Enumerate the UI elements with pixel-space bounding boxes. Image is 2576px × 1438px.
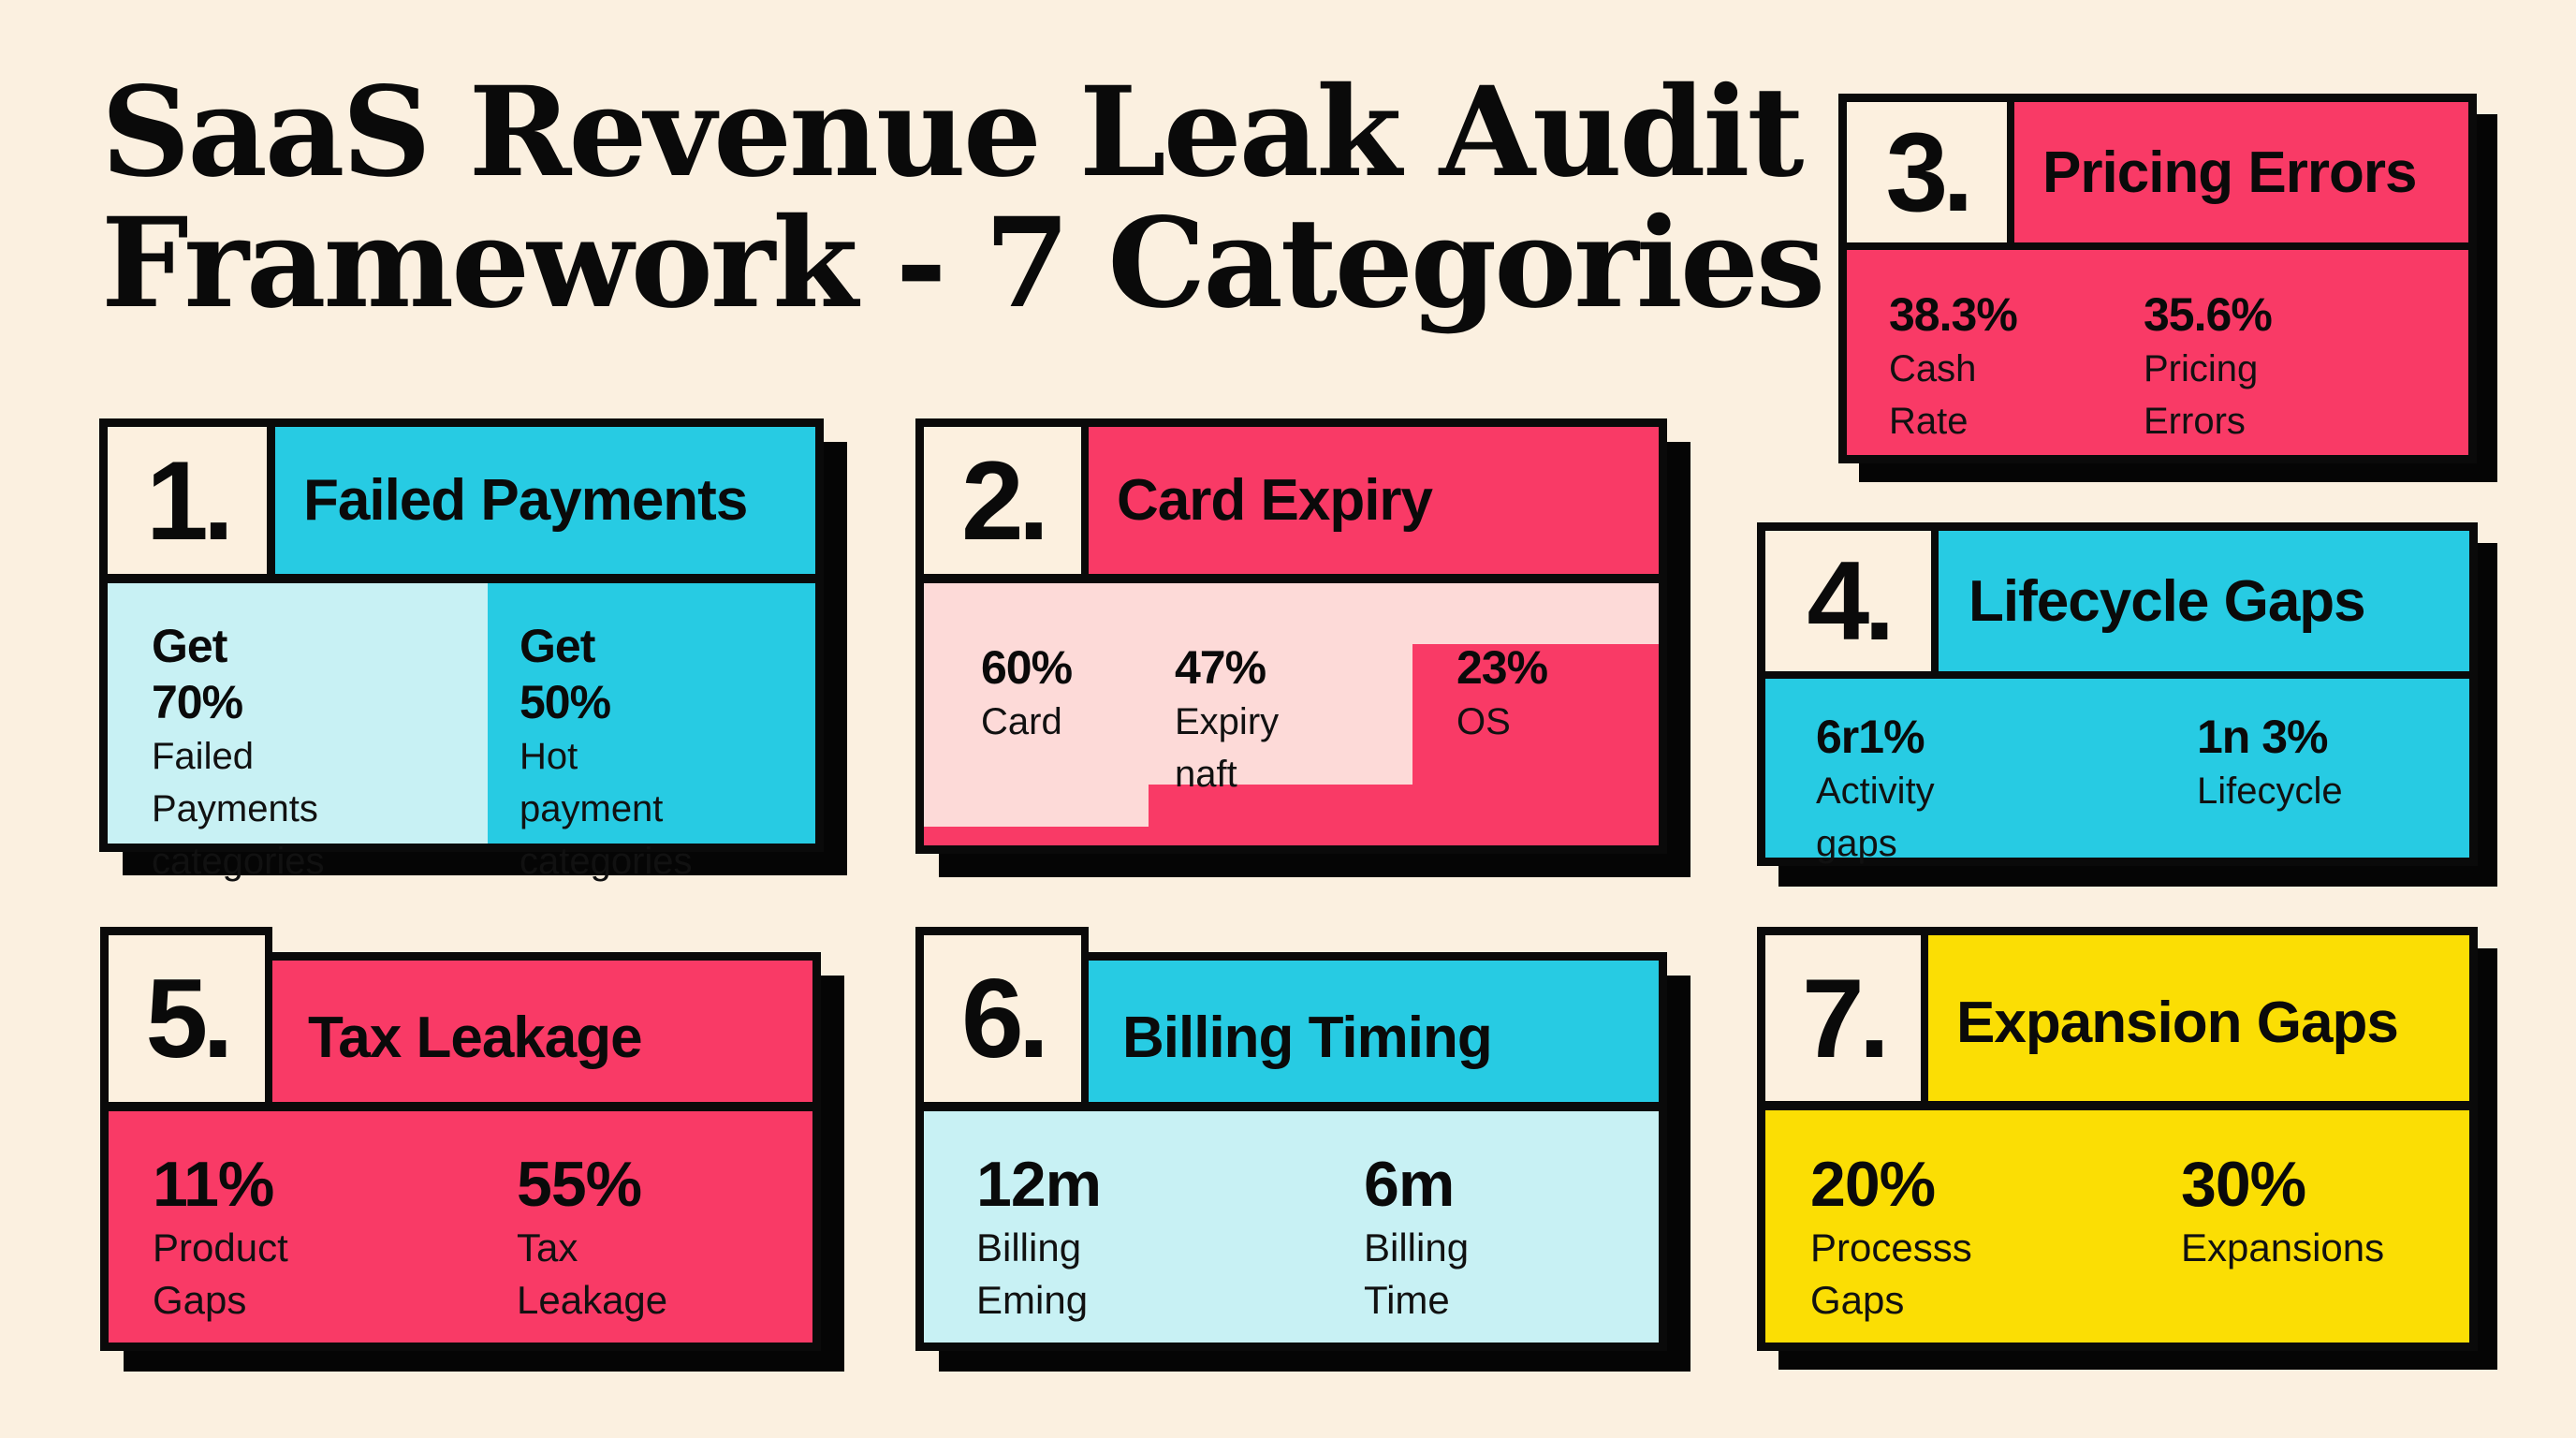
card-number: 3. [1847, 102, 2007, 242]
stat-item: 23% OS [1456, 639, 1548, 748]
stat-item: Get 70% Failed Payments categories [152, 618, 325, 888]
stat-value: 38.3% [1889, 288, 2018, 341]
stat-label: Activity gaps [1816, 770, 1935, 864]
card-body-left [108, 583, 488, 844]
card-title: Card Expiry [1089, 427, 1659, 574]
stat-label: Product Gaps [153, 1225, 288, 1322]
stat-item: 12m Billing Eming [976, 1147, 1102, 1327]
stat-value: Get 70% [152, 620, 243, 728]
card-body [1847, 250, 2468, 455]
stat-label: Expansions [2181, 1225, 2385, 1269]
stat-value: 55% [517, 1149, 642, 1220]
title-line-1: SaaS Revenue Leak Audit [101, 60, 1804, 205]
stat-item: 6r1% Activity gaps [1816, 709, 1935, 870]
stat-label: Lifecycle [2197, 770, 2343, 812]
card-number: 5. [109, 935, 265, 1102]
stat-value: 6r1% [1816, 711, 1925, 763]
stat-value: 60% [981, 641, 1073, 694]
card-number: 2. [924, 427, 1081, 574]
stat-value: 11% [153, 1149, 274, 1220]
stat-label: Failed Payments [152, 736, 318, 829]
stat-value: Get 50% [520, 620, 611, 728]
card-title: Tax Leakage [272, 961, 812, 1102]
stat-item: 60% Card [981, 639, 1073, 748]
stat-item: 38.3% Cash Rate [1889, 286, 2018, 448]
stat-item: 35.6% Pricing Errors [2144, 286, 2273, 448]
stat-item: 11% Product Gaps [153, 1147, 288, 1327]
card-title: Pricing Errors [2014, 102, 2468, 242]
stat-label: OS [1456, 701, 1511, 742]
stat-item: 6m Billing Time [1364, 1147, 1469, 1327]
stat-label: Billing Eming [976, 1225, 1089, 1322]
stat-item: 30% Expansions [2181, 1147, 2384, 1274]
stat-item: Get 50% Hot payment categories [520, 618, 693, 888]
stat-value: 6m [1364, 1149, 1455, 1220]
card-body [109, 1111, 812, 1343]
card-body [924, 1111, 1659, 1343]
stat-label: categories [152, 841, 325, 882]
stat-value: 30% [2181, 1149, 2306, 1220]
stat-label: Hot payment [520, 736, 664, 829]
stat-label: Card [981, 701, 1062, 742]
card-number: 1. [108, 427, 267, 574]
stat-label: Tax Leakage [517, 1225, 668, 1322]
stat-label: categories [520, 841, 693, 882]
card-title: Billing Timing [1089, 961, 1659, 1102]
stat-label: Billing Time [1364, 1225, 1470, 1322]
step-band-low [924, 583, 1149, 827]
card-body [1765, 1110, 2469, 1343]
card-title: Expansion Gaps [1928, 935, 2469, 1101]
stat-label: Cash Rate [1889, 348, 1977, 442]
card-title: Failed Payments [275, 427, 815, 574]
stat-item: 55% Tax Leakage [517, 1147, 667, 1327]
stat-value: 1n 3% [2197, 711, 2329, 763]
page-title: SaaS Revenue Leak Audit Framework - 7 Ca… [101, 60, 1825, 336]
card-number: 7. [1765, 935, 1921, 1101]
card-body-right [488, 583, 815, 844]
stat-value: 23% [1456, 641, 1548, 694]
card-number: 4. [1765, 531, 1931, 671]
stat-value: 47% [1175, 641, 1266, 694]
title-line-2: Framework - 7 Categories [101, 191, 1825, 336]
card-title: Lifecycle Gaps [1939, 531, 2469, 671]
stat-item: 1n 3% Lifecycle [2197, 709, 2343, 817]
stat-value: 35.6% [2144, 288, 2273, 341]
stat-value: 20% [1810, 1149, 1936, 1220]
stat-label: Pricing Errors [2144, 348, 2259, 442]
card-body [1765, 679, 2469, 858]
stat-value: 12m [976, 1149, 1102, 1220]
stat-item: 47% Expiry naft [1175, 639, 1279, 800]
stat-label: Processs Gaps [1810, 1225, 1972, 1322]
stat-item: 20% Processs Gaps [1810, 1147, 1972, 1327]
stat-label: Expiry naft [1175, 701, 1280, 795]
card-body [924, 583, 1659, 845]
card-number: 6. [924, 935, 1081, 1102]
